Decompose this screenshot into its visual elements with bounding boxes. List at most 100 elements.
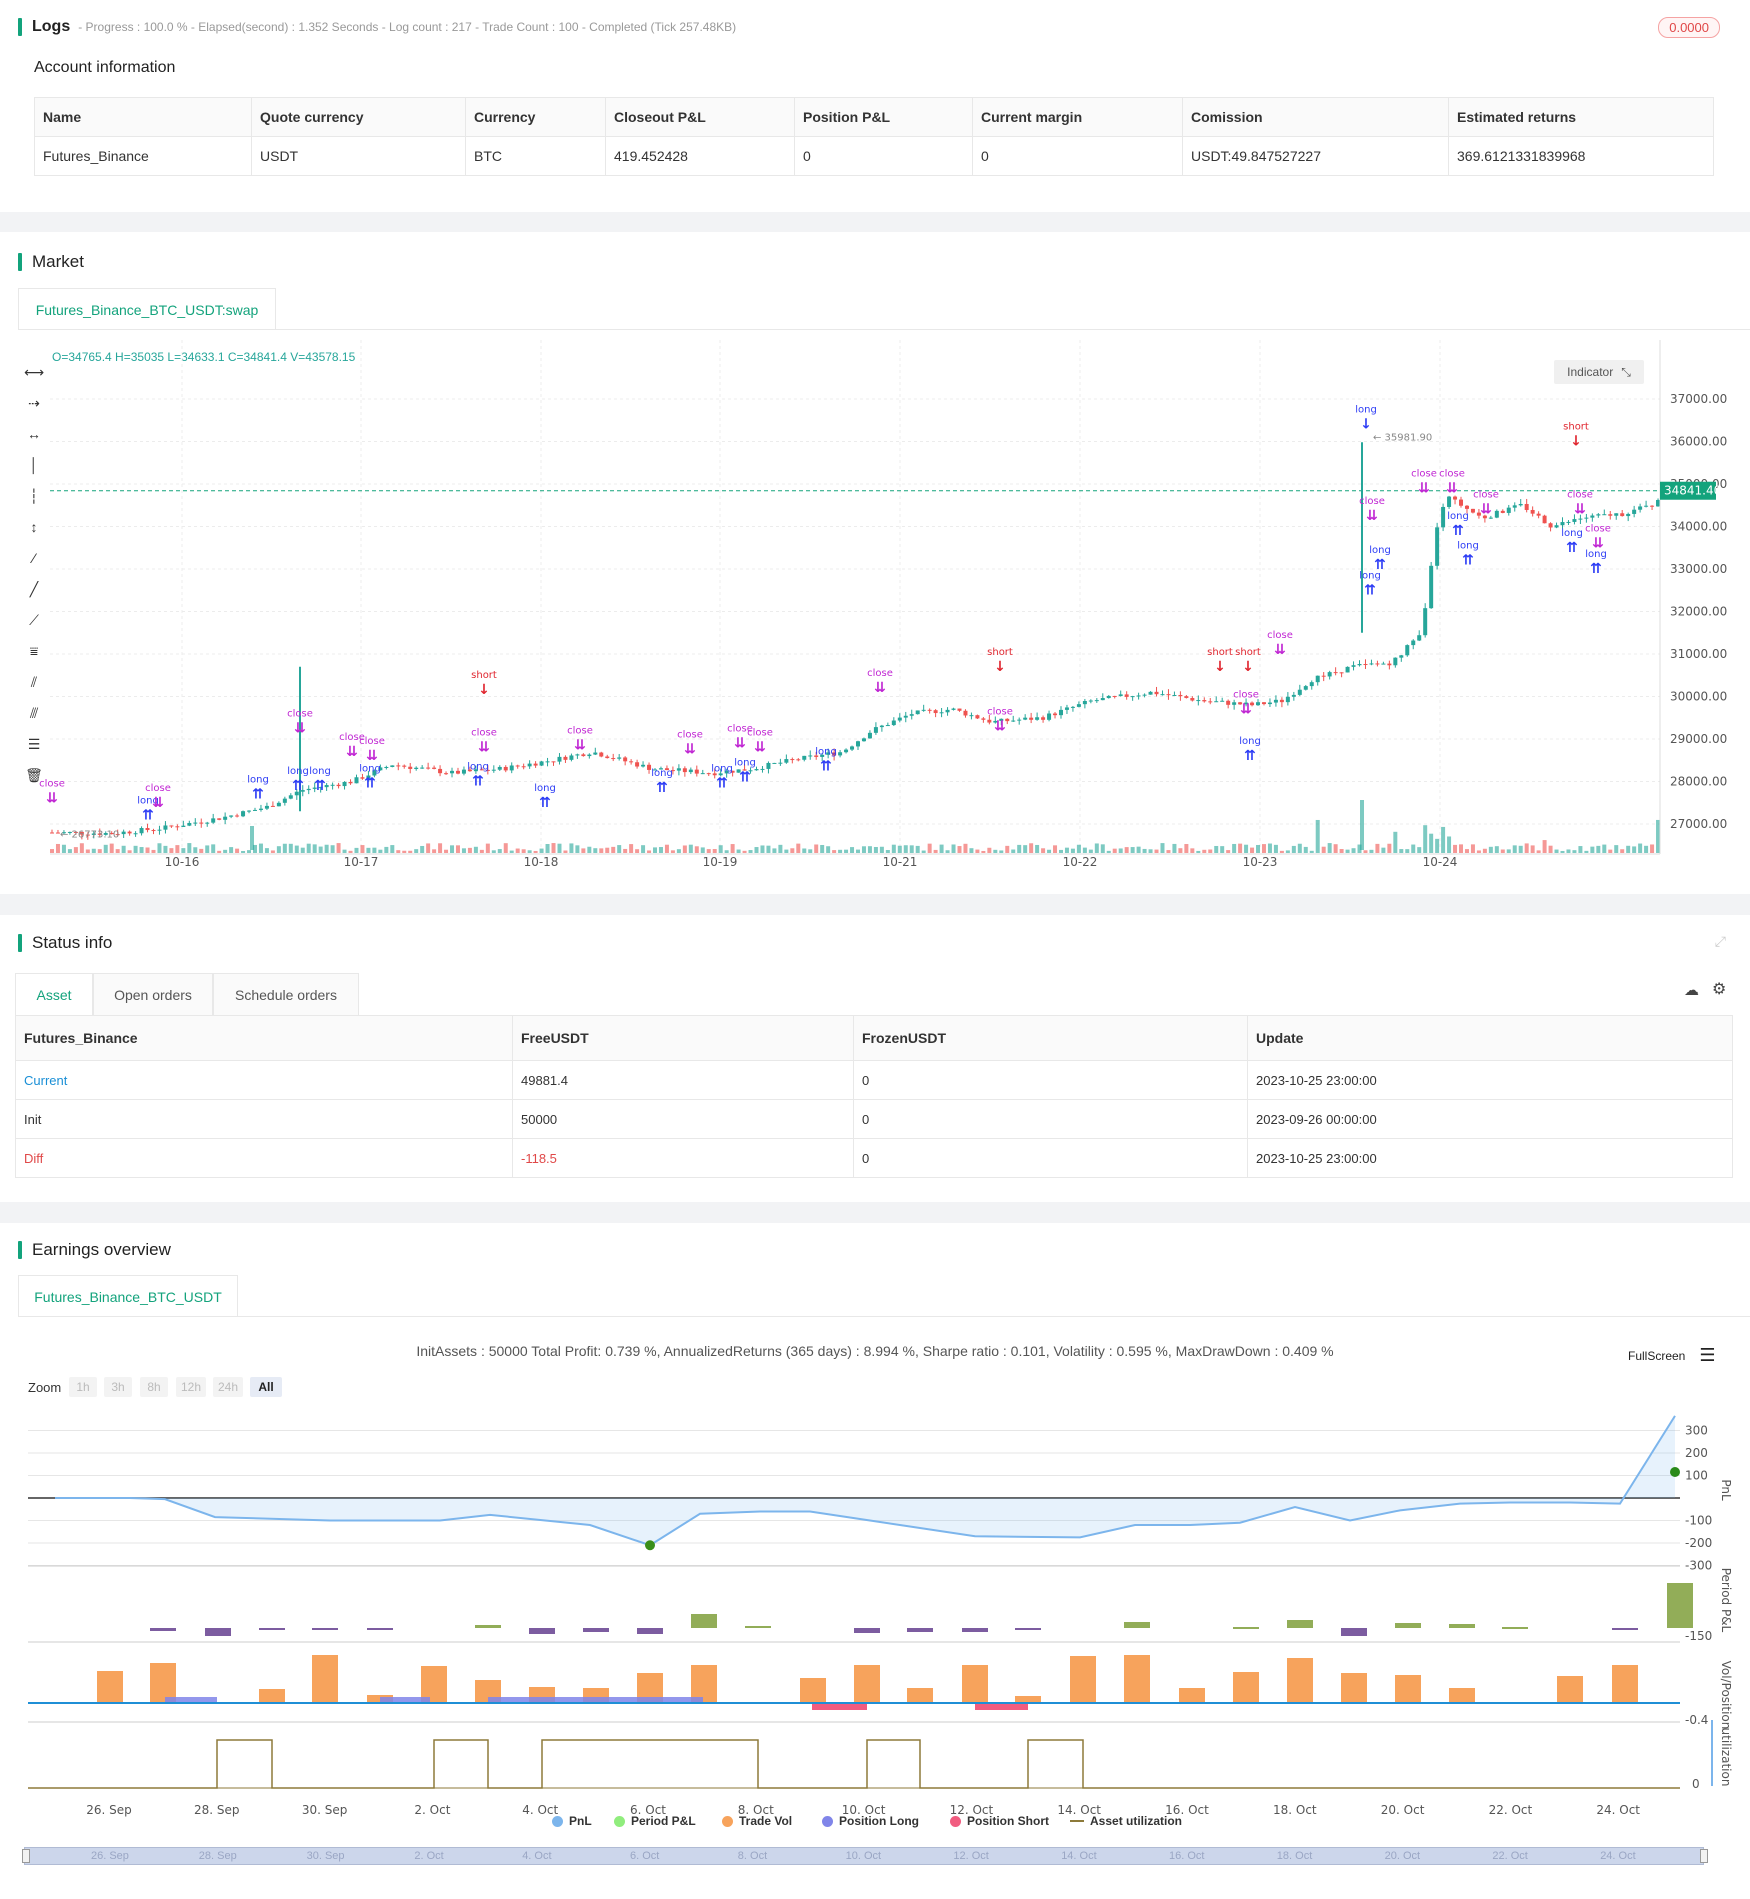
trash-icon[interactable]: 🗑: [25, 767, 43, 783]
fib-channel-icon[interactable]: ⫻: [29, 705, 39, 721]
vertical-line-icon[interactable]: │: [29, 457, 39, 473]
candle-body: [682, 768, 687, 773]
extended-line-icon[interactable]: ↔: [27, 426, 41, 442]
legend-marker-icon: [950, 1815, 961, 1827]
volume-bar: [294, 845, 299, 853]
candle-body: [551, 761, 556, 763]
volume-bar: [1226, 850, 1231, 853]
trade-marker-label: close: [359, 736, 385, 747]
volume-bar: [444, 849, 449, 853]
legend-item[interactable]: Trade Vol: [722, 1814, 792, 1828]
volume-bar: [1500, 849, 1505, 853]
fullscreen-button[interactable]: FullScreen ☰: [1628, 1345, 1716, 1365]
legend-item[interactable]: PnL: [552, 1814, 592, 1828]
trade-marker-arrow: ⇈: [292, 778, 304, 794]
candle-body: [861, 738, 866, 742]
horizontal-ray-icon[interactable]: ⇢: [28, 395, 40, 411]
volume-bar: [1512, 845, 1517, 853]
trade-marker-label: close: [471, 728, 497, 739]
settings-icon[interactable]: ⚙: [1712, 981, 1727, 998]
volume-bar: [1417, 847, 1422, 853]
trade-vol-bar: [421, 1666, 447, 1703]
trend-line-icon[interactable]: ⁄: [32, 550, 36, 566]
navigator-handle-left[interactable]: [22, 1849, 30, 1863]
candle-body: [867, 732, 872, 739]
zoom-12h[interactable]: 12h: [176, 1377, 206, 1397]
candle-body: [109, 833, 114, 835]
earnings-chart[interactable]: 300 200 100 -100 -200 -300 26. Sep 28. Sep 30. S…: [0, 1400, 1750, 1890]
vertical-segment-icon[interactable]: ┆: [29, 488, 39, 504]
zoom-24h[interactable]: 24h: [213, 1377, 243, 1397]
legend-item[interactable]: Position Short: [950, 1814, 1049, 1828]
zoom-8h[interactable]: 8h: [140, 1377, 168, 1397]
trade-marker-label: close: [287, 708, 313, 719]
period-pnl-tick: -150: [1685, 1629, 1712, 1643]
volume-bar: [921, 850, 926, 853]
candle-body: [169, 825, 174, 827]
navigator-date-label: 30. Sep: [306, 1850, 345, 1862]
horizontal-line-icon[interactable]: ⟷: [24, 364, 45, 380]
parallel-channel-icon[interactable]: ⫽: [30, 674, 38, 690]
navigator-date-label: 26. Sep: [91, 1850, 129, 1862]
legend-item[interactable]: Asset utilization: [1070, 1814, 1182, 1828]
account-table: Name Quote currency Currency Closeout P&…: [34, 97, 1714, 176]
volume-bar: [802, 848, 807, 853]
low-label: ← 26773.10: [60, 830, 119, 841]
legend-item[interactable]: Position Long: [822, 1814, 919, 1828]
tab-open-orders[interactable]: Open orders: [93, 973, 213, 1016]
tab-schedule-orders[interactable]: Schedule orders: [213, 973, 359, 1016]
earnings-tab[interactable]: Futures_Binance_BTC_USDT: [18, 1275, 238, 1317]
candle-body: [1214, 701, 1219, 703]
date-tick: 10. Oct: [842, 1803, 886, 1817]
candle-body: [1512, 505, 1517, 508]
trade-marker-arrow: ⇊: [874, 680, 886, 696]
cloud-download-icon[interactable]: ☁: [1684, 982, 1699, 999]
fullscreen-icon[interactable]: ⤢: [1714, 933, 1726, 949]
trade-marker-label: close: [339, 732, 365, 743]
trade-marker-arrow: ⇊: [478, 740, 490, 756]
zoom-all[interactable]: All: [250, 1377, 282, 1397]
candle-body: [336, 784, 341, 787]
navigator-date-label: 4. Oct: [522, 1850, 552, 1862]
zoom-3h[interactable]: 3h: [104, 1377, 132, 1397]
table-row: Init 50000 0 2023-09-26 00:00:00: [15, 1099, 1733, 1139]
price-line-icon[interactable]: ⩸: [29, 643, 39, 659]
util-tick: 0: [1692, 1777, 1700, 1791]
volume-bar: [754, 847, 759, 853]
market-tab[interactable]: Futures_Binance_BTC_USDT:swap: [18, 288, 276, 330]
candle-body: [408, 766, 413, 769]
period-pnl-bar: [1341, 1628, 1367, 1636]
candle-body: [1614, 513, 1619, 516]
candle-body: [324, 785, 329, 788]
candle-body: [653, 769, 658, 771]
trade-marker-arrow: ⇊: [1418, 480, 1430, 496]
ray-line-icon[interactable]: ╱: [29, 581, 39, 597]
trade-marker-label: long: [1585, 549, 1607, 560]
volume-bar: [909, 845, 914, 853]
vertical-ray-icon[interactable]: ↕: [30, 519, 38, 535]
candle-body: [706, 773, 711, 775]
price-tick: 34000.00: [1670, 520, 1727, 534]
volume-bar: [282, 843, 287, 853]
tab-asset[interactable]: Asset: [15, 973, 93, 1016]
candle-body: [730, 770, 735, 773]
status-panel: Status info ⤢ Asset Open orders Schedule…: [0, 915, 1750, 1202]
candle-body: [784, 759, 789, 763]
candle-body: [1172, 694, 1177, 696]
trade-marker-label: long: [467, 762, 489, 773]
zoom-1h[interactable]: 1h: [69, 1377, 97, 1397]
date-tick: 28. Sep: [194, 1803, 240, 1817]
volume-bar: [1142, 848, 1147, 853]
candle-body: [444, 773, 449, 775]
volume-bar: [897, 845, 902, 853]
candle-body: [139, 828, 144, 834]
legend-item[interactable]: Period P&L: [614, 1814, 696, 1828]
indicator-button[interactable]: Indicator ⤡: [1554, 360, 1644, 384]
volume-bar: [1130, 847, 1135, 853]
trade-marker-label: close: [727, 723, 753, 734]
volume-bar: [1058, 849, 1063, 853]
navigator-handle-right[interactable]: [1700, 1849, 1708, 1863]
fib-retracement-icon[interactable]: ☰: [27, 736, 41, 752]
segment-line-icon[interactable]: ⟋: [29, 612, 39, 628]
